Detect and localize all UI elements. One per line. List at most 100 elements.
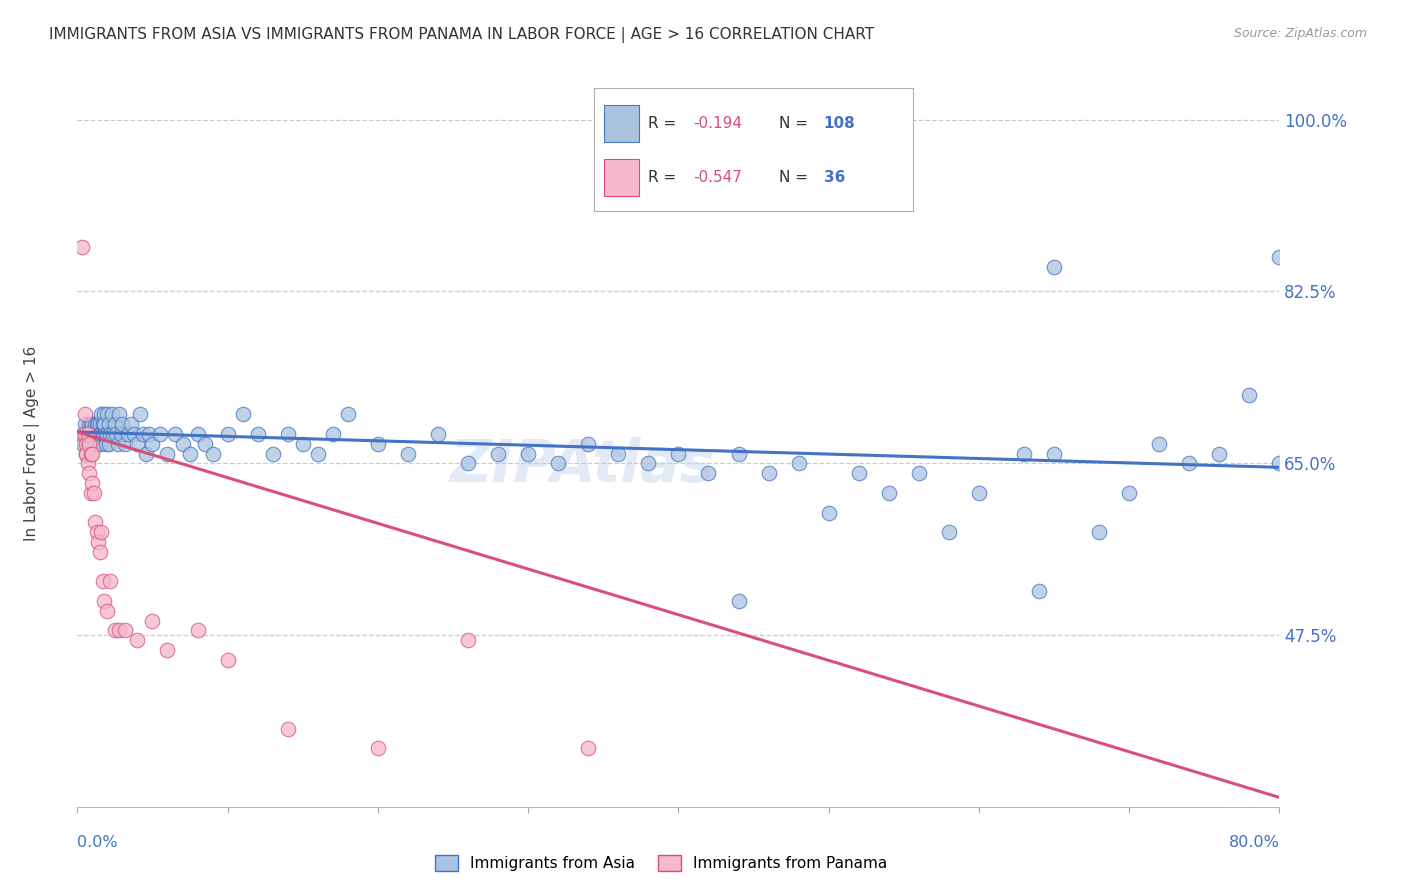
Point [101,407,124,421]
Point [141,614,163,628]
Text: IMMIGRANTS FROM ASIA VS IMMIGRANTS FROM PANAMA IN LABOR FORCE | AGE > 16 CORRELA: IMMIGRANTS FROM ASIA VS IMMIGRANTS FROM … [49,27,875,43]
Point [87,426,110,441]
Point [486,447,509,461]
Point [80,437,103,451]
Point [1239,387,1261,401]
Point [149,426,172,441]
Point [90,525,112,540]
Point [108,407,131,421]
Point [187,426,209,441]
Point [117,426,139,441]
Point [877,486,900,500]
Point [90,407,112,421]
Point [246,426,269,441]
Point [547,457,569,471]
Point [576,437,599,451]
Point [457,457,479,471]
Point [100,574,122,589]
Point [322,426,344,441]
Point [76,457,98,471]
Point [89,437,111,451]
Point [84,417,107,431]
Point [156,447,179,461]
Point [1043,447,1066,461]
Point [93,417,115,431]
Point [132,426,155,441]
Point [277,426,299,441]
Point [89,545,111,559]
Point [336,407,359,421]
Point [79,437,101,451]
Point [73,407,96,421]
Point [90,426,112,441]
Point [70,240,93,254]
Point [91,417,114,431]
Point [187,624,209,638]
Point [105,426,128,441]
Point [80,486,103,500]
Point [91,426,114,441]
Point [179,447,201,461]
Point [163,426,186,441]
Point [396,447,419,461]
Point [72,426,94,441]
Legend: Immigrants from Asia, Immigrants from Panama: Immigrants from Asia, Immigrants from Pa… [429,849,893,877]
Point [75,437,97,451]
Point [217,426,239,441]
Point [141,437,163,451]
Point [84,426,107,441]
Text: ZIPAtlas: ZIPAtlas [450,437,714,494]
Point [79,426,101,441]
Point [89,417,111,431]
Point [82,417,104,431]
Point [84,437,107,451]
Point [697,467,720,481]
Point [100,426,122,441]
Point [76,426,98,441]
Point [576,741,599,756]
Point [727,594,749,608]
Point [96,604,118,618]
Point [80,447,103,461]
Point [367,741,389,756]
Point [89,426,111,441]
Point [1208,447,1230,461]
Point [104,624,127,638]
Point [129,407,152,421]
Point [86,426,108,441]
Point [817,506,839,520]
Point [96,426,118,441]
Point [76,426,98,441]
Point [103,426,125,441]
Point [83,426,105,441]
Point [82,447,104,461]
Point [1268,250,1291,264]
Point [91,574,114,589]
Point [83,486,105,500]
Point [73,426,96,441]
Point [156,643,179,657]
Point [84,516,107,530]
Point [86,417,108,431]
Point [1178,457,1201,471]
Point [307,447,329,461]
Point [79,467,101,481]
Point [97,417,120,431]
Point [427,426,450,441]
Point [135,447,157,461]
Point [127,633,149,648]
Point [727,447,749,461]
Point [73,417,96,431]
Point [1028,584,1050,599]
Point [104,417,127,431]
Point [82,426,104,441]
Point [76,437,98,451]
Point [75,447,97,461]
Point [107,437,129,451]
Point [262,447,284,461]
Point [93,426,115,441]
Point [120,417,142,431]
Point [86,525,108,540]
Point [82,476,104,491]
Point [97,437,120,451]
